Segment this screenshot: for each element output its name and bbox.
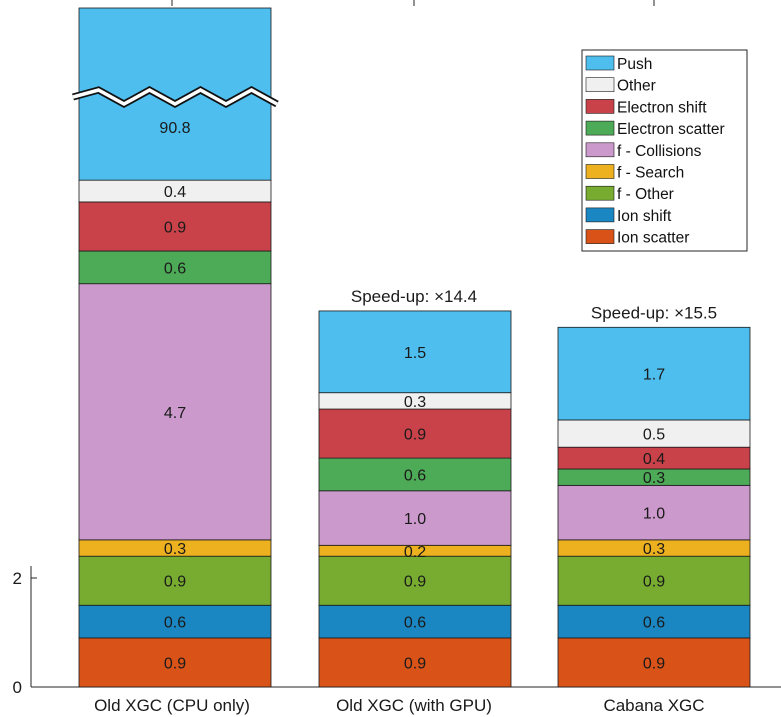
legend-swatch-electron-shift <box>585 99 615 114</box>
bar-segment-ion-scatter <box>78 637 272 688</box>
speedup-annotation: Speed-up: ×14.4 <box>351 287 477 306</box>
bar-segment-f-other <box>78 555 272 606</box>
legend-label-ion-shift: Ion shift <box>617 208 672 225</box>
value-label: 0.6 <box>643 615 665 632</box>
value-label: 1.7 <box>643 367 665 384</box>
value-label: 1.5 <box>404 345 426 362</box>
legend-label-push: Push <box>617 56 652 73</box>
value-label: 0.9 <box>643 574 665 591</box>
bar-segment-f-collisions <box>318 490 512 546</box>
legend-swatch-ion-shift <box>585 207 615 223</box>
bar-segment-f-other <box>557 555 751 606</box>
bar-segment-ion-scatter <box>557 637 751 688</box>
speedup-annotations: Speed-up: ×14.4 Speed-up: ×15.5 <box>351 287 717 322</box>
value-label: 0.3 <box>643 541 665 558</box>
y-tick-label: 2 <box>13 569 22 588</box>
value-label: 0.6 <box>164 260 186 277</box>
value-label: 0.3 <box>643 470 665 487</box>
bar-segment-f-collisions <box>557 484 751 541</box>
legend-swatch-push <box>585 55 615 71</box>
value-label: 0.9 <box>643 655 665 672</box>
legend-swatch-other <box>585 77 615 92</box>
value-label: 0.3 <box>164 541 186 558</box>
value-label: 90.8 <box>159 120 190 137</box>
value-label: 0.4 <box>643 451 665 468</box>
value-label: 0.2 <box>404 544 426 561</box>
value-label: 1.0 <box>404 511 426 528</box>
legend-label-other: Other <box>617 78 656 95</box>
value-label: 0.9 <box>404 655 426 672</box>
value-label: 0.6 <box>404 467 426 484</box>
value-label: 0.9 <box>404 427 426 444</box>
bar-segment-f-collisions <box>78 283 272 541</box>
value-label: 0.9 <box>404 574 426 591</box>
bar-segment-ion-shift <box>318 604 512 639</box>
legend-swatch-f-other <box>585 185 615 201</box>
legend-label-f-other: f - Other <box>617 186 674 203</box>
value-label: 4.7 <box>164 405 186 422</box>
value-label: 0.5 <box>643 427 665 444</box>
bar-value-labels: 0.9 0.6 0.9 0.3 4.7 0.6 0.9 0.4 90.8 0.9 0.6 0.9 0.2… <box>159 120 665 672</box>
legend-swatch-f-search <box>585 164 615 179</box>
bar-segment-electron-scatter <box>78 250 272 285</box>
legend-swatch-f-collisions <box>585 142 615 158</box>
x-tick-labels: Old XGC (CPU only) Old XGC (with GPU) Caba… <box>94 696 705 715</box>
value-label: 0.6 <box>404 615 426 632</box>
bar-segment-electron-shift <box>78 201 272 252</box>
speedup-annotation: Speed-up: ×15.5 <box>591 303 717 322</box>
legend-label-f-search: f - Search <box>617 165 684 182</box>
axis-break-gap <box>72 88 278 106</box>
value-label: 0.3 <box>404 394 426 411</box>
bar-segment-ion-shift <box>557 604 751 639</box>
bar-segment-other <box>557 419 751 448</box>
value-label: 0.9 <box>164 655 186 672</box>
legend-label-electron-scatter: Electron scatter <box>617 121 725 138</box>
value-label: 1.0 <box>643 506 665 523</box>
legend-label-electron-shift: Electron shift <box>617 99 707 116</box>
value-label: 0.6 <box>164 615 186 632</box>
bars <box>72 7 751 688</box>
legend-swatch-electron-scatter <box>585 120 615 136</box>
legend-swatch-ion-scatter <box>585 229 615 244</box>
x-tick-label: Old XGC (with GPU) <box>336 696 492 715</box>
bar-segment-electron-shift <box>318 408 512 459</box>
legend: Push Other Electron shift Electron scatter f… <box>581 49 748 252</box>
bar-segment-ion-shift <box>78 604 272 639</box>
bar-segment-ion-scatter <box>318 637 512 688</box>
bar-segment-push <box>557 326 751 421</box>
y-tick-label: 0 <box>13 678 22 697</box>
legend-label-f-collisions: f - Collisions <box>617 143 702 160</box>
bar-segment-f-other <box>318 555 512 606</box>
x-tick-label: Cabana XGC <box>603 696 704 715</box>
value-label: 0.9 <box>164 574 186 591</box>
legend-label-ion-scatter: Ion scatter <box>617 230 689 247</box>
value-label: 0.4 <box>164 184 186 201</box>
x-tick-label: Old XGC (CPU only) <box>94 696 250 715</box>
bar-segment-electron-scatter <box>318 457 512 492</box>
bar-segment-push <box>318 310 512 394</box>
value-label: 0.9 <box>164 219 186 236</box>
